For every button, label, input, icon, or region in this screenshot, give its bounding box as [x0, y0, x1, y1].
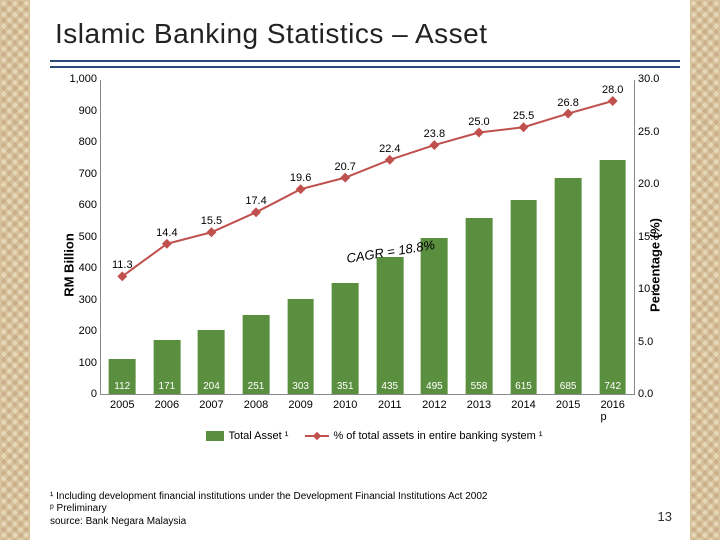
y-tick-right: 0.0 — [638, 388, 672, 400]
y-tick-left: 600 — [63, 199, 97, 211]
legend-swatch-bar — [206, 431, 224, 441]
y-tick-right: 25.0 — [638, 126, 672, 138]
x-category: 2016 p — [600, 399, 624, 423]
y-tick-left: 500 — [63, 231, 97, 243]
y-tick-left: 400 — [63, 262, 97, 274]
footnote-1: ¹ Including development financial instit… — [50, 491, 670, 504]
footnote-source: source: Bank Negara Malaysia — [50, 516, 670, 529]
decorative-border-right — [690, 0, 720, 540]
x-category: 2008 — [244, 399, 268, 411]
x-category: 2011 — [378, 399, 402, 411]
point-labels-layer: 11.3 14.4 15.5 17.4 19.6 20.7 22.4 23.8 25.0 25.5… — [100, 80, 635, 395]
line-value-label: 22.4 — [379, 143, 400, 155]
footnote-2: ᵖ Preliminary — [50, 503, 670, 516]
line-value-label: 15.5 — [201, 215, 222, 227]
legend: Total Asset ¹ % of total assets in entir… — [55, 430, 680, 450]
page-title: Islamic Banking Statistics – Asset — [55, 18, 488, 50]
line-value-label: 11.3 — [112, 260, 133, 272]
x-category: 2014 — [511, 399, 535, 411]
line-value-label: 19.6 — [290, 172, 311, 184]
y-tick-right: 5.0 — [638, 336, 672, 348]
y-tick-left: 200 — [63, 325, 97, 337]
x-category: 2012 — [422, 399, 446, 411]
line-value-label: 23.8 — [424, 128, 445, 140]
y-tick-left: 100 — [63, 357, 97, 369]
y-tick-left: 1,000 — [63, 73, 97, 85]
line-value-label: 20.7 — [334, 161, 355, 173]
legend-label-line: % of total assets in entire banking syst… — [333, 430, 542, 442]
line-value-label: 25.5 — [513, 110, 534, 122]
y-tick-right: 30.0 — [638, 73, 672, 85]
y-tick-left: 900 — [63, 105, 97, 117]
y-tick-left: 0 — [63, 388, 97, 400]
x-category: 2006 — [155, 399, 179, 411]
x-category: 2009 — [288, 399, 312, 411]
slide: Islamic Banking Statistics – Asset RM Bi… — [0, 0, 720, 540]
line-value-label: 28.0 — [602, 84, 623, 96]
x-category: 2007 — [199, 399, 223, 411]
x-category: 2015 — [556, 399, 580, 411]
x-category: 2010 — [333, 399, 357, 411]
x-category: 2013 — [467, 399, 491, 411]
y-tick-right: 20.0 — [638, 178, 672, 190]
y-tick-left: 800 — [63, 136, 97, 148]
y-tick-left: 700 — [63, 168, 97, 180]
line-value-label: 17.4 — [245, 195, 266, 207]
chart: RM Billion Percentage (%) 01002003004005… — [55, 80, 680, 450]
y-tick-right: 10.0 — [638, 283, 672, 295]
line-value-label: 26.8 — [557, 97, 578, 109]
line-value-label: 25.0 — [468, 116, 489, 128]
legend-swatch-line — [305, 435, 329, 437]
title-rule — [50, 60, 680, 68]
y-tick-right: 15.0 — [638, 231, 672, 243]
x-category: 2005 — [110, 399, 134, 411]
legend-label-bar: Total Asset ¹ — [228, 430, 288, 442]
y-tick-left: 300 — [63, 294, 97, 306]
page-number: 13 — [658, 509, 672, 524]
line-value-label: 14.4 — [156, 227, 177, 239]
decorative-border-left — [0, 0, 30, 540]
footnotes: ¹ Including development financial instit… — [50, 491, 670, 529]
